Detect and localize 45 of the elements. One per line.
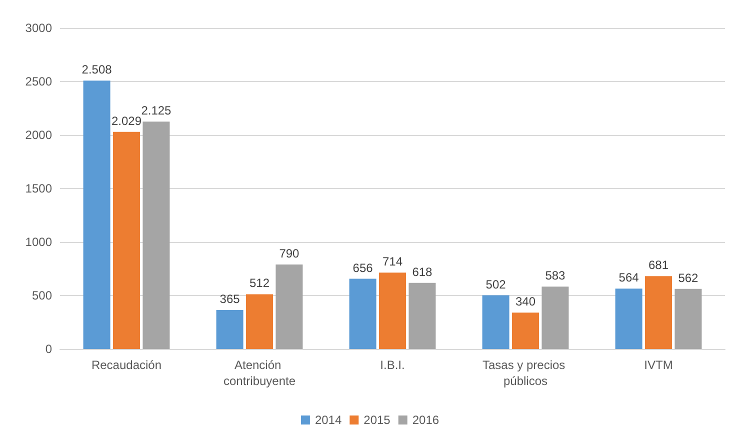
legend-label: 2014: [314, 413, 342, 427]
y-tick-label: 2500: [25, 74, 52, 88]
data-label: 365: [220, 292, 240, 306]
data-label: 512: [249, 276, 270, 290]
y-tick-label: 2000: [25, 128, 52, 142]
x-tick-label: Atención contribuyente: [223, 358, 296, 388]
x-tick-label: IVTM: [644, 358, 673, 372]
bar: [246, 294, 274, 349]
bar: [512, 312, 540, 349]
bar: [83, 80, 110, 349]
bar: [349, 278, 376, 349]
bar: [112, 132, 140, 349]
y-tick-label: 1500: [25, 182, 52, 196]
data-label: 502: [486, 277, 506, 292]
bar: [276, 264, 303, 349]
y-tick-label: 3000: [25, 21, 52, 35]
bar: [674, 288, 702, 349]
data-label: 340: [515, 294, 536, 309]
y-tick-label: 1000: [25, 235, 52, 249]
y-tick-label: 0: [45, 342, 52, 356]
data-label: 618: [412, 264, 433, 279]
bar: [408, 282, 436, 349]
bar: [615, 288, 642, 349]
x-tick-label: I.B.I.: [380, 358, 405, 372]
bar: [378, 272, 406, 349]
legend-label: 2016: [412, 413, 440, 427]
data-label: 564: [618, 270, 640, 285]
bar: [216, 310, 244, 349]
bar: [142, 122, 170, 349]
bar: [644, 276, 672, 349]
data-label: 562: [678, 270, 699, 285]
data-label: 2.508: [82, 62, 112, 77]
data-label: 656: [352, 260, 374, 275]
bar: [542, 286, 569, 349]
data-label: 714: [382, 254, 403, 269]
data-label: 681: [648, 258, 669, 272]
data-label: 790: [279, 246, 300, 260]
data-label: 583: [545, 268, 566, 283]
bar: [482, 295, 510, 349]
legend-label: 2015: [364, 413, 391, 427]
data-label: 2.029: [111, 114, 142, 128]
y-tick-label: 500: [32, 288, 52, 302]
x-tick-label: Recaudación: [91, 358, 162, 372]
x-tick-label: Tasas y precios públicos: [482, 358, 569, 388]
data-label: 2.125: [141, 104, 172, 118]
